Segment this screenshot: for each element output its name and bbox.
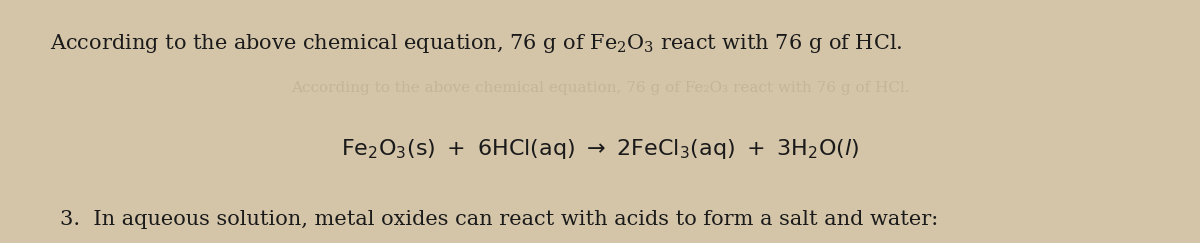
Text: According to the above chemical equation, 76 g of Fe₂O₃ react with 76 g of HCl.: According to the above chemical equation…: [290, 81, 910, 95]
Text: According to the above chemical equation, 76 g of $\mathregular{Fe_2O_3}$ react : According to the above chemical equation…: [50, 32, 902, 55]
Text: 3.  In aqueous solution, metal oxides can react with acids to form a salt and wa: 3. In aqueous solution, metal oxides can…: [60, 210, 938, 229]
Text: $\mathregular{Fe_2O_3(s)\ +\ 6HCl(aq)\ \rightarrow\ 2FeCl_3(aq)\ +\ 3H_2O(\mathi: $\mathregular{Fe_2O_3(s)\ +\ 6HCl(aq)\ \…: [341, 137, 859, 161]
